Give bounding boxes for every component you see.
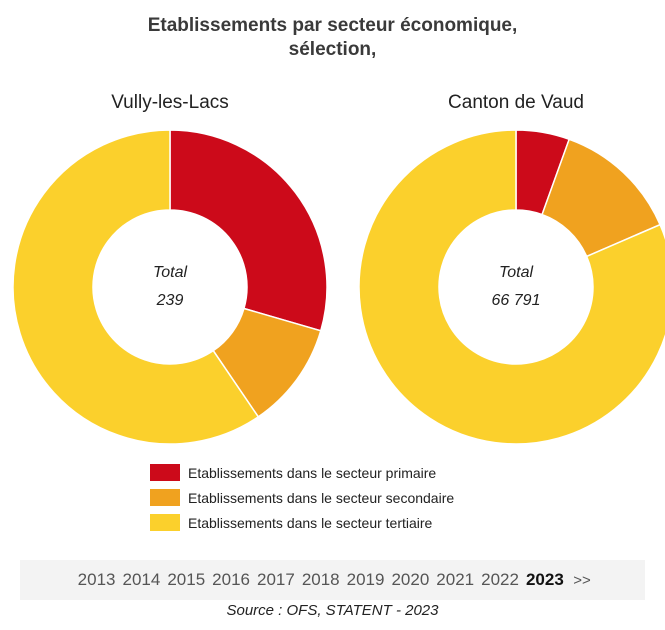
year-2015[interactable]: 2015 — [167, 570, 206, 589]
year-2020[interactable]: 2020 — [391, 570, 430, 589]
year-selector: 2013 2014 2015 2016 2017 2018 2019 2020 2021 2022… — [20, 560, 645, 600]
donut-center-label-vully: Total — [153, 264, 188, 281]
year-2014[interactable]: 2014 — [122, 570, 161, 589]
year-2022[interactable]: 2022 — [481, 570, 519, 589]
legend-swatch-primaire — [150, 464, 180, 481]
legend-label-primaire: Etablissements dans le secteur primaire — [188, 464, 437, 481]
donut-vaud: Canton de Vaud Total 66 791 — [358, 92, 665, 445]
legend-item-primaire[interactable]: Etablissements dans le secteur primaire — [150, 460, 454, 485]
slice-vaud-tertiaire[interactable] — [358, 129, 665, 445]
donut-title-vaud: Canton de Vaud — [448, 92, 584, 113]
chart-title: Etablissements par secteur économique, s… — [0, 14, 665, 62]
year-2018[interactable]: 2018 — [301, 570, 340, 589]
donut-charts: Vully-les-Lacs Total 239 Canton de Vaud Tota… — [12, 92, 665, 445]
legend-swatch-tertiaire — [150, 514, 180, 531]
year-2013[interactable]: 2013 — [77, 570, 116, 589]
slice-vully-tertiaire[interactable] — [12, 129, 260, 445]
year-2017[interactable]: 2017 — [256, 570, 295, 589]
donut-title-vully: Vully-les-Lacs — [111, 92, 229, 113]
legend-label-tertiaire: Etablissements dans le secteur tertiaire — [188, 514, 433, 531]
legend: Etablissements dans le secteur primaire … — [150, 460, 454, 535]
legend-label-secondaire: Etablissements dans le secteur secondair… — [188, 489, 455, 506]
legend-swatch-secondaire — [150, 489, 180, 506]
year-2016[interactable]: 2016 — [212, 570, 250, 589]
year-2023[interactable]: 2023 — [525, 570, 564, 589]
next-years-button[interactable]: >> — [573, 571, 591, 589]
legend-item-secondaire[interactable]: Etablissements dans le secteur secondair… — [150, 485, 454, 510]
donut-center-label-vaud: Total — [499, 264, 534, 281]
chart-title-line2: sélection, — [288, 39, 377, 60]
donut-center-value-vaud: 66 791 — [492, 292, 541, 309]
donut-center-value-vully: 239 — [156, 292, 184, 309]
source-note: Source : OFS, STATENT - 2023 — [226, 602, 439, 619]
year-2019[interactable]: 2019 — [346, 570, 385, 589]
chart-title-line1: Etablissements par secteur économique, — [147, 15, 518, 36]
slice-vully-primaire[interactable] — [169, 129, 328, 332]
year-2021[interactable]: 2021 — [436, 570, 475, 589]
donut-vully: Vully-les-Lacs Total 239 — [12, 92, 328, 445]
legend-item-tertiaire[interactable]: Etablissements dans le secteur tertiaire — [150, 510, 454, 535]
